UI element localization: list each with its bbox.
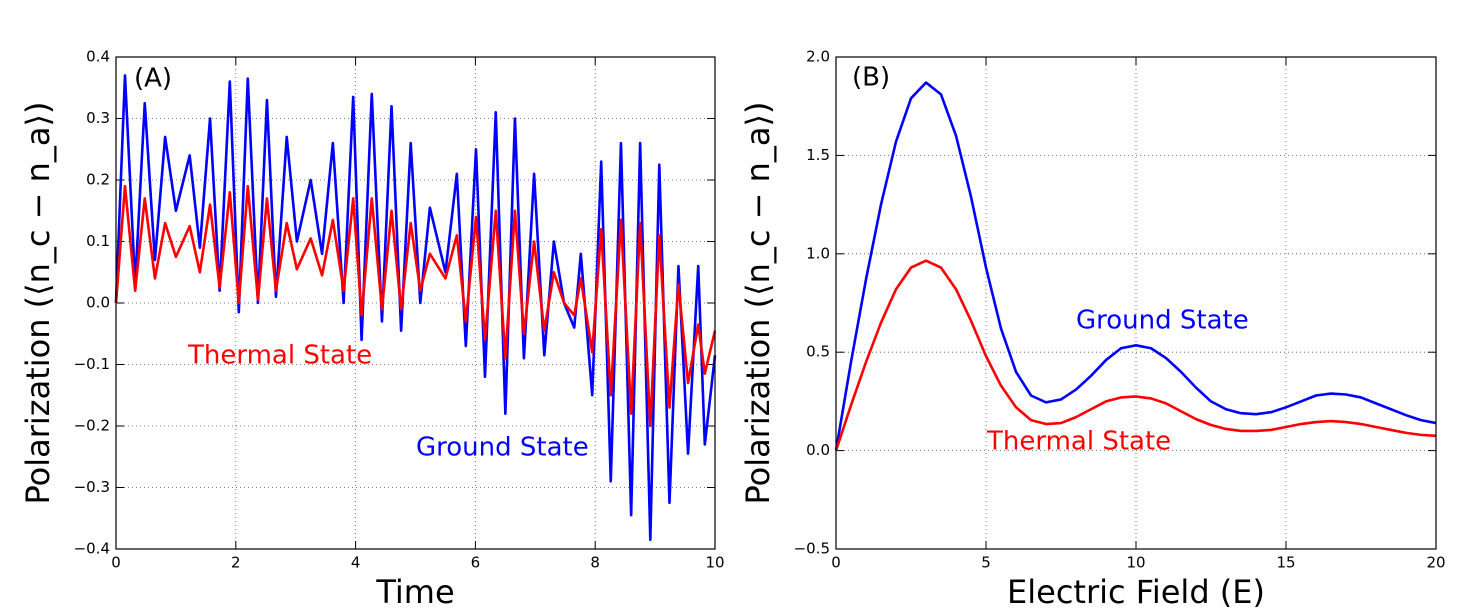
x-tick-label: 10: [705, 554, 724, 572]
y-tick-label: 0.1: [86, 232, 110, 250]
x-tick-label: 2: [231, 554, 241, 572]
y-tick-label: 0.5: [806, 343, 830, 361]
x-tick-label: 5: [981, 554, 991, 572]
plot-frame: [115, 56, 716, 550]
y-tick-label: 0.0: [86, 294, 110, 312]
x-tick-label: 6: [471, 554, 481, 572]
data-line: [114, 74, 717, 542]
y-tick-label: −0.4: [74, 540, 110, 558]
y-tick-label: −0.2: [74, 417, 110, 435]
panel-label: (A): [134, 64, 172, 94]
y-tick-label: 1.0: [806, 244, 830, 262]
panel: −0.5 0.0 0.5 1.0 1.5 2.0 0 5 10 15 20 Ground State T…: [739, 48, 1446, 611]
series-label: Thermal State: [986, 427, 1171, 457]
x-tick-label: 10: [1126, 554, 1145, 572]
y-axis-label: Polarization (⟨n_c − n_a⟩): [19, 101, 57, 504]
y-tick-label: −0.1: [74, 355, 110, 373]
x-tick-label: 8: [590, 554, 600, 572]
plot-frame: [835, 56, 1437, 550]
series-label: Ground State: [416, 433, 589, 463]
x-tick-label: 0: [111, 554, 121, 572]
y-tick-label: 0.4: [86, 48, 110, 66]
y-tick-label: −0.5: [794, 540, 830, 558]
x-tick-label: 20: [1426, 554, 1445, 572]
y-axis-label: Polarization (⟨n_c − n_a⟩): [739, 101, 777, 504]
series-label: Thermal State: [187, 341, 372, 371]
x-axis-label: Electric Field (E): [1007, 573, 1265, 611]
y-tick-label: −0.3: [74, 478, 110, 496]
y-tick-label: 0.2: [86, 171, 110, 189]
x-tick-label: 4: [351, 554, 361, 572]
y-tick-label: 0.3: [86, 109, 110, 127]
series-label: Ground State: [1076, 306, 1249, 336]
y-tick-label: 1.5: [806, 146, 830, 164]
y-tick-label: 2.0: [806, 48, 830, 66]
x-tick-label: 15: [1276, 554, 1295, 572]
x-axis-label: Time: [375, 573, 454, 611]
data-line: [114, 184, 717, 428]
panel-label: (B): [852, 63, 890, 93]
x-tick-label: 0: [831, 554, 841, 572]
panel: −0.4 −0.3 −0.2 −0.1 0.0 0.1 0.2 0.3 0.4 0 2 4 6 8 10 Gr…: [19, 48, 725, 611]
y-tick-label: 0.0: [806, 441, 830, 459]
data-line: [834, 81, 1437, 451]
data-line: [834, 259, 1437, 452]
